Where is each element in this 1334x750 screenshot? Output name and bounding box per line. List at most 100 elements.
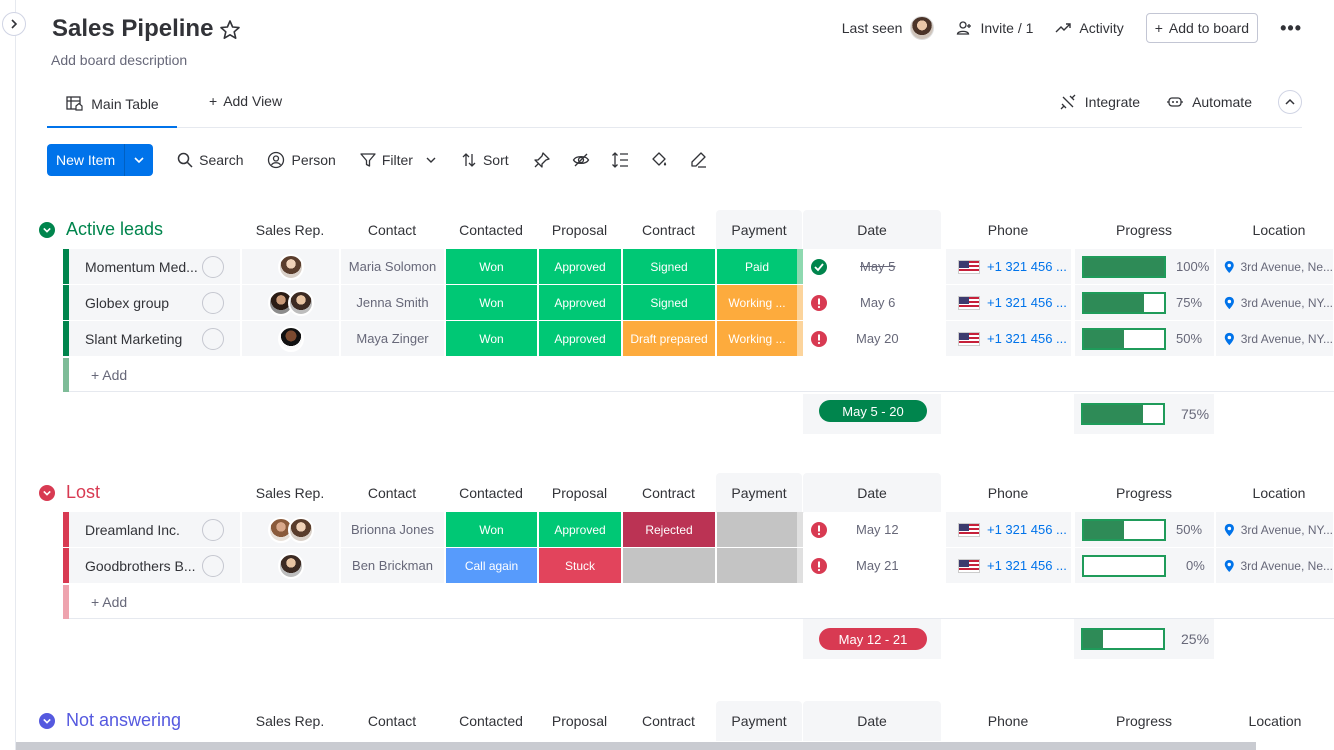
contacted-status[interactable]: Won (446, 321, 538, 356)
add-to-board-button[interactable]: + Add to board (1145, 13, 1259, 43)
location-cell[interactable]: 3rd Avenue, NY... (1216, 285, 1334, 320)
proposal-status[interactable]: Approved (539, 249, 622, 284)
payment-status[interactable]: Paid (717, 249, 803, 284)
automate-button[interactable]: Automate (1166, 93, 1252, 111)
sales-rep-cell[interactable] (242, 512, 340, 547)
column-header-contact[interactable]: Contact (367, 713, 417, 729)
collapse-header-button[interactable] (1278, 90, 1302, 114)
table-row[interactable]: Dreamland Inc. Brionna Jones Won Approve… (63, 512, 1334, 548)
payment-status[interactable]: Working ... (717, 321, 803, 356)
payment-status[interactable] (717, 512, 803, 547)
item-name-cell[interactable]: Momentum Med... (69, 249, 241, 284)
date-cell[interactable]: May 12 (804, 512, 942, 547)
add-view-button[interactable]: + Add View (209, 93, 282, 109)
contact-cell[interactable]: Ben Brickman (341, 548, 445, 583)
column-header-location[interactable]: Location (1248, 713, 1302, 729)
column-header-payment[interactable]: Payment (716, 210, 802, 250)
search-button[interactable]: Search (177, 152, 243, 168)
contacted-status[interactable]: Call again (446, 548, 538, 583)
chevron-down-icon[interactable] (39, 713, 55, 729)
phone-cell[interactable]: +1 321 456 ... (946, 321, 1072, 356)
proposal-status[interactable]: Approved (539, 321, 622, 356)
sort-button[interactable]: Sort (461, 152, 509, 168)
add-item-row[interactable]: + Add (63, 585, 1334, 619)
paint-bucket-icon[interactable] (650, 151, 668, 169)
format-pen-icon[interactable] (689, 151, 707, 169)
group-title[interactable]: Active leads (66, 219, 164, 239)
star-icon[interactable] (218, 18, 242, 45)
contacted-status[interactable]: Won (446, 249, 538, 284)
new-item-label[interactable]: New Item (47, 144, 126, 176)
column-header-sales-rep[interactable]: Sales Rep. (255, 713, 325, 729)
horizontal-scrollbar[interactable] (16, 742, 1256, 750)
location-cell[interactable]: 3rd Avenue, Ne... (1216, 548, 1334, 583)
contact-cell[interactable]: Brionna Jones (341, 512, 445, 547)
contract-status[interactable] (623, 548, 716, 583)
comment-bubble-icon[interactable] (202, 327, 224, 350)
table-row[interactable]: Slant Marketing Maya Zinger Won Approved… (63, 321, 1334, 357)
comment-bubble-icon[interactable] (202, 291, 224, 314)
chevron-down-icon[interactable] (425, 155, 437, 165)
row-height-icon[interactable] (611, 151, 629, 169)
table-row[interactable]: Goodbrothers B... Ben Brickman Call agai… (63, 548, 1334, 584)
column-header-proposal[interactable]: Proposal (551, 485, 608, 501)
board-description[interactable]: Add board description (51, 52, 188, 68)
column-header-date[interactable]: Date (803, 473, 941, 513)
column-header-date[interactable]: Date (803, 701, 941, 741)
item-name-cell[interactable]: Globex group (69, 285, 241, 320)
proposal-status[interactable]: Approved (539, 512, 622, 547)
column-header-contacted[interactable]: Contacted (459, 485, 523, 501)
new-item-button[interactable]: New Item (47, 144, 154, 176)
payment-status[interactable]: Working ... (717, 285, 803, 320)
add-item-row[interactable]: + Add (63, 358, 1334, 392)
location-cell[interactable]: 3rd Avenue, NY... (1216, 512, 1334, 547)
chevron-down-icon[interactable] (125, 144, 153, 176)
date-cell[interactable]: May 21 (804, 548, 942, 583)
contract-status[interactable]: Draft prepared (623, 321, 716, 356)
proposal-status[interactable]: Stuck (539, 548, 622, 583)
location-cell[interactable]: 3rd Avenue, Ne... (1216, 249, 1334, 284)
sales-rep-cell[interactable] (242, 285, 340, 320)
comment-bubble-icon[interactable] (202, 518, 224, 541)
column-header-progress[interactable]: Progress (1115, 222, 1173, 238)
date-cell[interactable]: May 5 (804, 249, 942, 284)
phone-cell[interactable]: +1 321 456 ... (946, 249, 1072, 284)
column-header-payment[interactable]: Payment (716, 701, 802, 741)
contract-status[interactable]: Signed (623, 285, 716, 320)
date-cell[interactable]: May 20 (804, 321, 942, 356)
sales-rep-cell[interactable] (242, 548, 340, 583)
column-header-proposal[interactable]: Proposal (551, 713, 608, 729)
date-cell[interactable]: May 6 (804, 285, 942, 320)
column-header-contract[interactable]: Contract (642, 485, 695, 501)
person-filter-button[interactable]: Person (267, 151, 336, 169)
group-title[interactable]: Not answering (66, 710, 182, 730)
location-cell[interactable]: 3rd Avenue, NY... (1216, 321, 1334, 356)
payment-status[interactable] (717, 548, 803, 583)
sales-rep-cell[interactable] (242, 321, 340, 356)
board-title[interactable]: Sales Pipeline (52, 15, 214, 42)
pin-icon[interactable] (533, 151, 551, 169)
column-header-progress[interactable]: Progress (1115, 713, 1173, 729)
item-name-cell[interactable]: Dreamland Inc. (69, 512, 241, 547)
comment-bubble-icon[interactable] (202, 554, 224, 577)
contact-cell[interactable]: Jenna Smith (341, 285, 445, 320)
column-header-phone[interactable]: Phone (987, 485, 1029, 501)
table-row[interactable]: Momentum Med... Maria Solomon Won Approv… (63, 249, 1334, 285)
tab-main-table[interactable]: Main Table (47, 82, 177, 128)
filter-button[interactable]: Filter (360, 152, 437, 168)
column-header-proposal[interactable]: Proposal (551, 222, 608, 238)
column-header-sales-rep[interactable]: Sales Rep. (255, 485, 325, 501)
item-name-cell[interactable]: Goodbrothers B... (69, 548, 241, 583)
column-header-contacted[interactable]: Contacted (459, 713, 523, 729)
invite-button[interactable]: Invite / 1 (956, 20, 1033, 36)
more-menu-icon[interactable]: ••• (1280, 17, 1302, 38)
proposal-status[interactable]: Approved (539, 285, 622, 320)
column-header-contract[interactable]: Contract (642, 713, 695, 729)
last-seen[interactable]: Last seen (842, 16, 935, 40)
contract-status[interactable]: Rejected (623, 512, 716, 547)
contact-cell[interactable]: Maria Solomon (341, 249, 445, 284)
contract-status[interactable]: Signed (623, 249, 716, 284)
phone-cell[interactable]: +1 321 456 ... (946, 285, 1072, 320)
column-header-phone[interactable]: Phone (987, 222, 1029, 238)
phone-cell[interactable]: +1 321 456 ... (946, 548, 1072, 583)
